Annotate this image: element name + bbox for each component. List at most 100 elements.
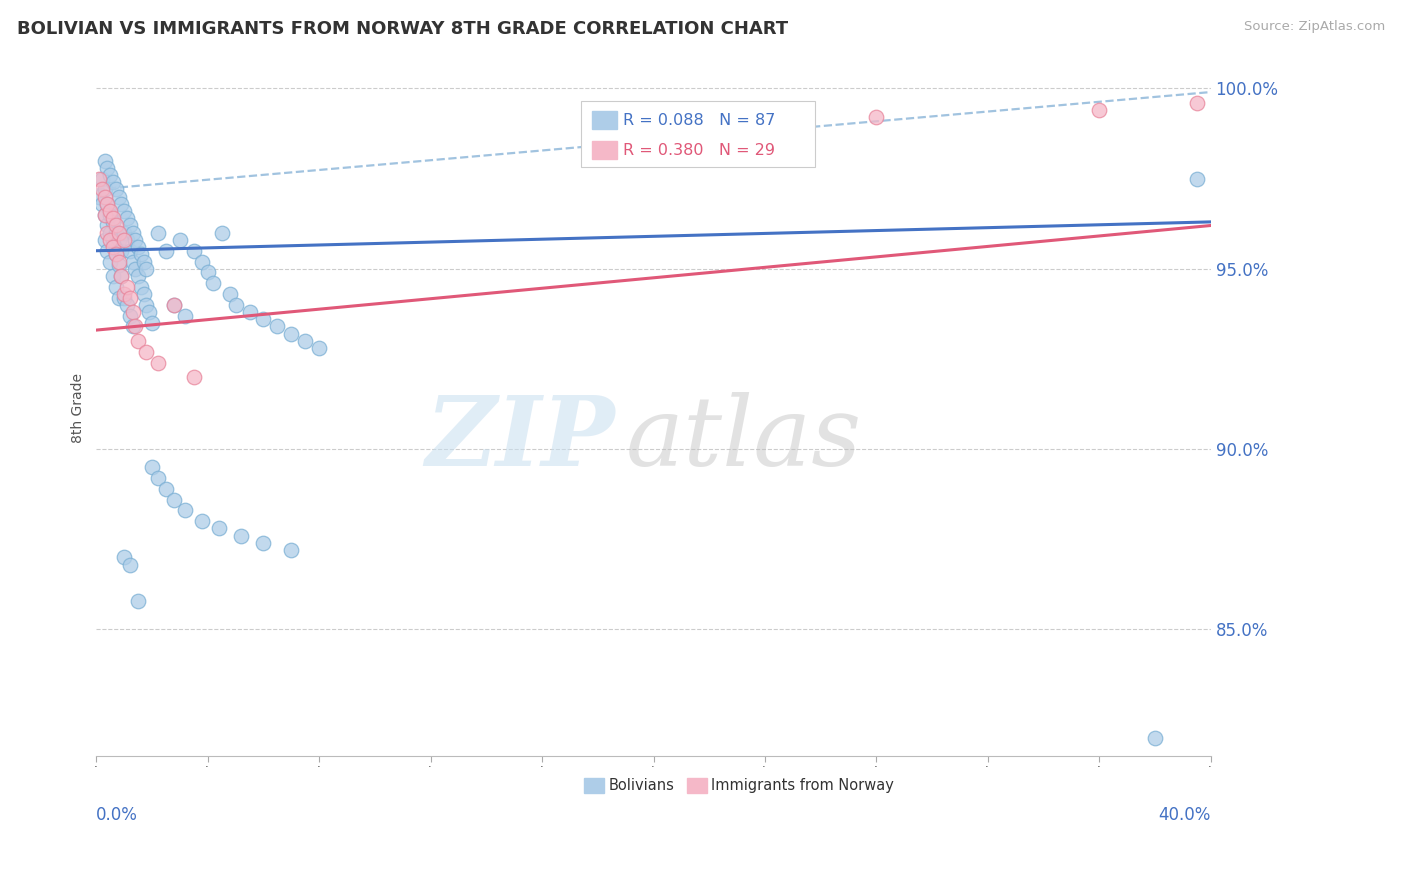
Point [118,558,141,572]
Point [93,233,115,247]
Point [252,536,274,550]
Bar [585,778,605,793]
Point [107,226,129,240]
Text: Source: ZipAtlas.com: Source: ZipAtlas.com [1244,20,1385,33]
Text: 40.0%: 40.0% [1159,806,1211,824]
Bar [688,778,707,793]
Point [169,233,191,247]
Point [121,305,143,319]
Point [231,529,253,543]
Text: 0.0%: 0.0% [97,806,138,824]
Point [112,550,135,565]
Point [865,111,887,125]
Point [219,287,242,301]
Point [124,233,146,247]
Point [174,309,197,323]
Point [101,215,124,229]
Point [112,291,135,305]
Point [93,208,115,222]
Point [93,153,115,168]
Point [93,208,115,222]
Text: R = 0.380   N = 29: R = 0.380 N = 29 [623,143,776,158]
Point [118,219,141,233]
Point [1088,103,1111,117]
Text: atlas: atlas [626,392,862,486]
Point [280,543,302,558]
Text: BOLIVIAN VS IMMIGRANTS FROM NORWAY 8TH GRADE CORRELATION CHART: BOLIVIAN VS IMMIGRANTS FROM NORWAY 8TH G… [17,20,787,37]
Point [96,226,118,240]
Point [127,240,149,254]
Point [90,171,112,186]
Point [127,593,149,607]
Point [104,247,127,261]
Point [132,254,155,268]
Point [121,254,143,268]
Point [174,503,197,517]
Point [146,471,169,485]
Point [308,341,330,355]
Point [98,233,121,247]
Bar [592,141,617,159]
Point [101,175,124,189]
Point [202,276,225,290]
Point [98,204,121,219]
Point [135,298,157,312]
Point [163,492,186,507]
Point [107,189,129,203]
Point [280,326,302,341]
Point [101,240,124,254]
Point [129,247,152,261]
Point [93,182,115,196]
Point [146,355,169,369]
Bar [592,112,617,129]
Point [129,280,152,294]
Point [115,298,138,312]
Point [121,319,143,334]
Text: Bolivians: Bolivians [609,778,675,793]
Point [101,233,124,247]
Point [239,305,262,319]
Point [183,370,205,384]
Point [183,244,205,258]
Point [208,521,231,535]
Point [115,211,138,226]
Point [135,261,157,276]
Point [252,312,274,326]
Point [89,171,111,186]
Point [294,334,316,348]
Point [104,219,127,233]
Point [135,344,157,359]
Point [104,226,127,240]
Point [155,482,177,496]
Point [96,244,118,258]
Point [104,280,127,294]
Point [191,514,214,528]
Point [127,334,149,348]
Point [107,254,129,268]
Point [118,244,141,258]
Point [124,261,146,276]
Point [197,265,219,279]
Point [121,226,143,240]
Point [90,182,112,196]
Point [127,268,149,283]
Point [101,211,124,226]
Point [115,233,138,247]
Point [163,298,186,312]
Text: Immigrants from Norway: Immigrants from Norway [711,778,894,793]
Point [93,189,115,203]
Point [110,244,132,258]
Y-axis label: 8th Grade: 8th Grade [72,373,86,442]
Point [1143,731,1166,745]
Point [225,298,247,312]
Point [89,189,111,203]
Point [191,254,214,268]
Point [1185,171,1208,186]
Point [211,226,233,240]
Point [98,226,121,240]
Point [107,291,129,305]
Point [107,258,129,272]
Point [110,197,132,211]
Point [132,287,155,301]
Point [115,280,138,294]
